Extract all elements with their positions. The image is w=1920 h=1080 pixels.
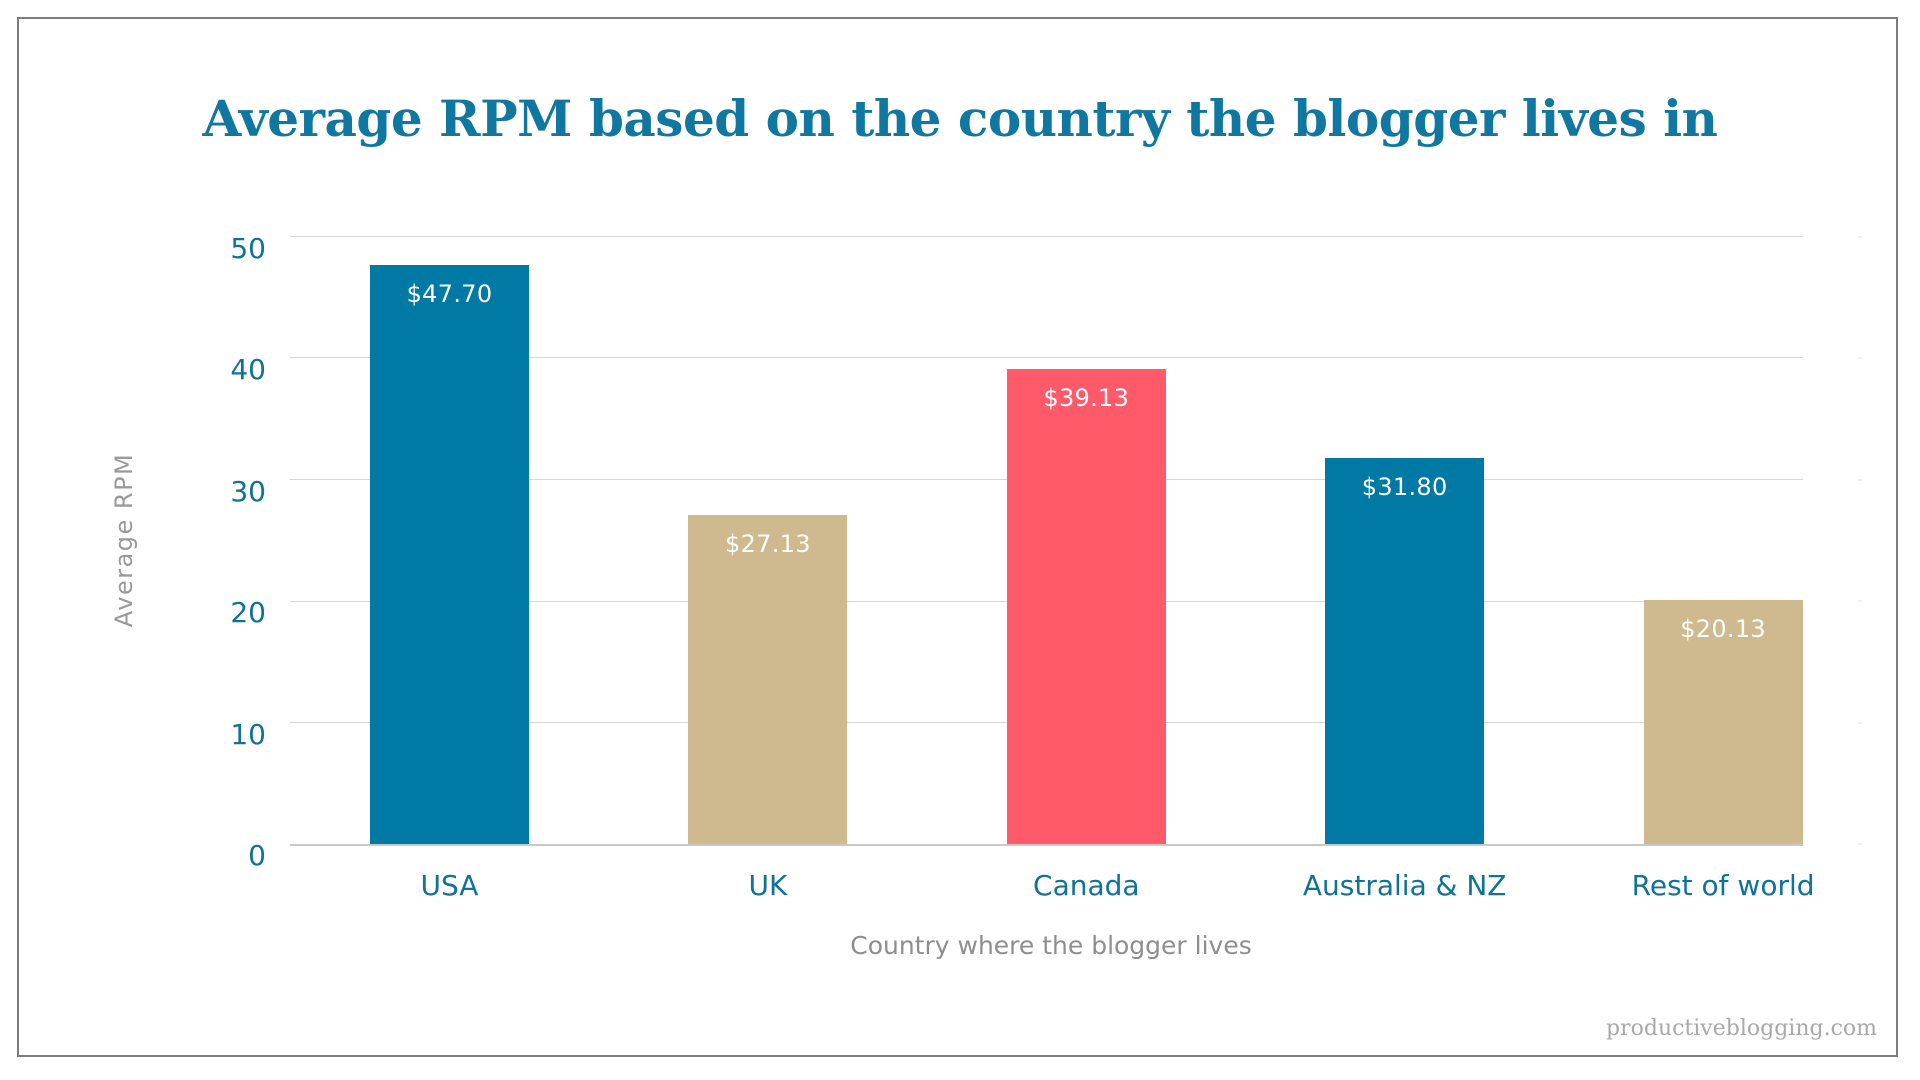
watermark: productiveblogging.com [1606,1016,1877,1041]
y-tick-label: 50 [230,231,266,265]
bar-australia-nz: $31.80 [1325,457,1485,845]
y-tick-label: 40 [230,353,266,387]
gridline-end-mark [1858,600,1862,603]
gridline-end-mark [1858,357,1862,360]
bar-usa: $47.70 [370,264,529,845]
x-tick-label: Canada [1033,869,1140,902]
gridline-end-mark [1858,721,1862,724]
y-axis-title: Average RPM [110,452,138,628]
y-tick-label: 20 [230,596,266,630]
x-tick-label: Australia & NZ [1302,869,1507,902]
chart-title: Average RPM based on the country the blo… [202,89,1718,148]
y-tick-label: 30 [230,474,266,508]
bar-value-label: $31.80 [1361,472,1448,501]
gridline-end-mark [1858,843,1862,846]
x-tick-label: UK [748,869,788,902]
bar-value-label: $20.13 [1680,614,1766,643]
bar-value-label: $27.13 [725,529,811,558]
bar-rest-of-world: $20.13 [1643,599,1803,845]
gridline-end-mark [1858,478,1862,481]
bar-canada: $39.13 [1006,368,1166,845]
bar-value-label: $47.70 [406,279,493,308]
gridline [290,357,1803,359]
x-tick-label: USA [420,869,479,902]
x-tick-label: Rest of world [1631,869,1815,902]
bar-uk: $27.13 [688,514,848,845]
gridline-end-mark [1858,235,1862,238]
y-tick-label: 10 [230,717,266,751]
gridline [290,235,1803,237]
bar-value-label: $39.13 [1043,383,1130,412]
chart-frame [17,17,1898,1057]
y-tick-label: 0 [248,839,266,873]
gridline [290,843,1803,846]
x-axis-title: Country where the blogger lives [850,931,1252,960]
